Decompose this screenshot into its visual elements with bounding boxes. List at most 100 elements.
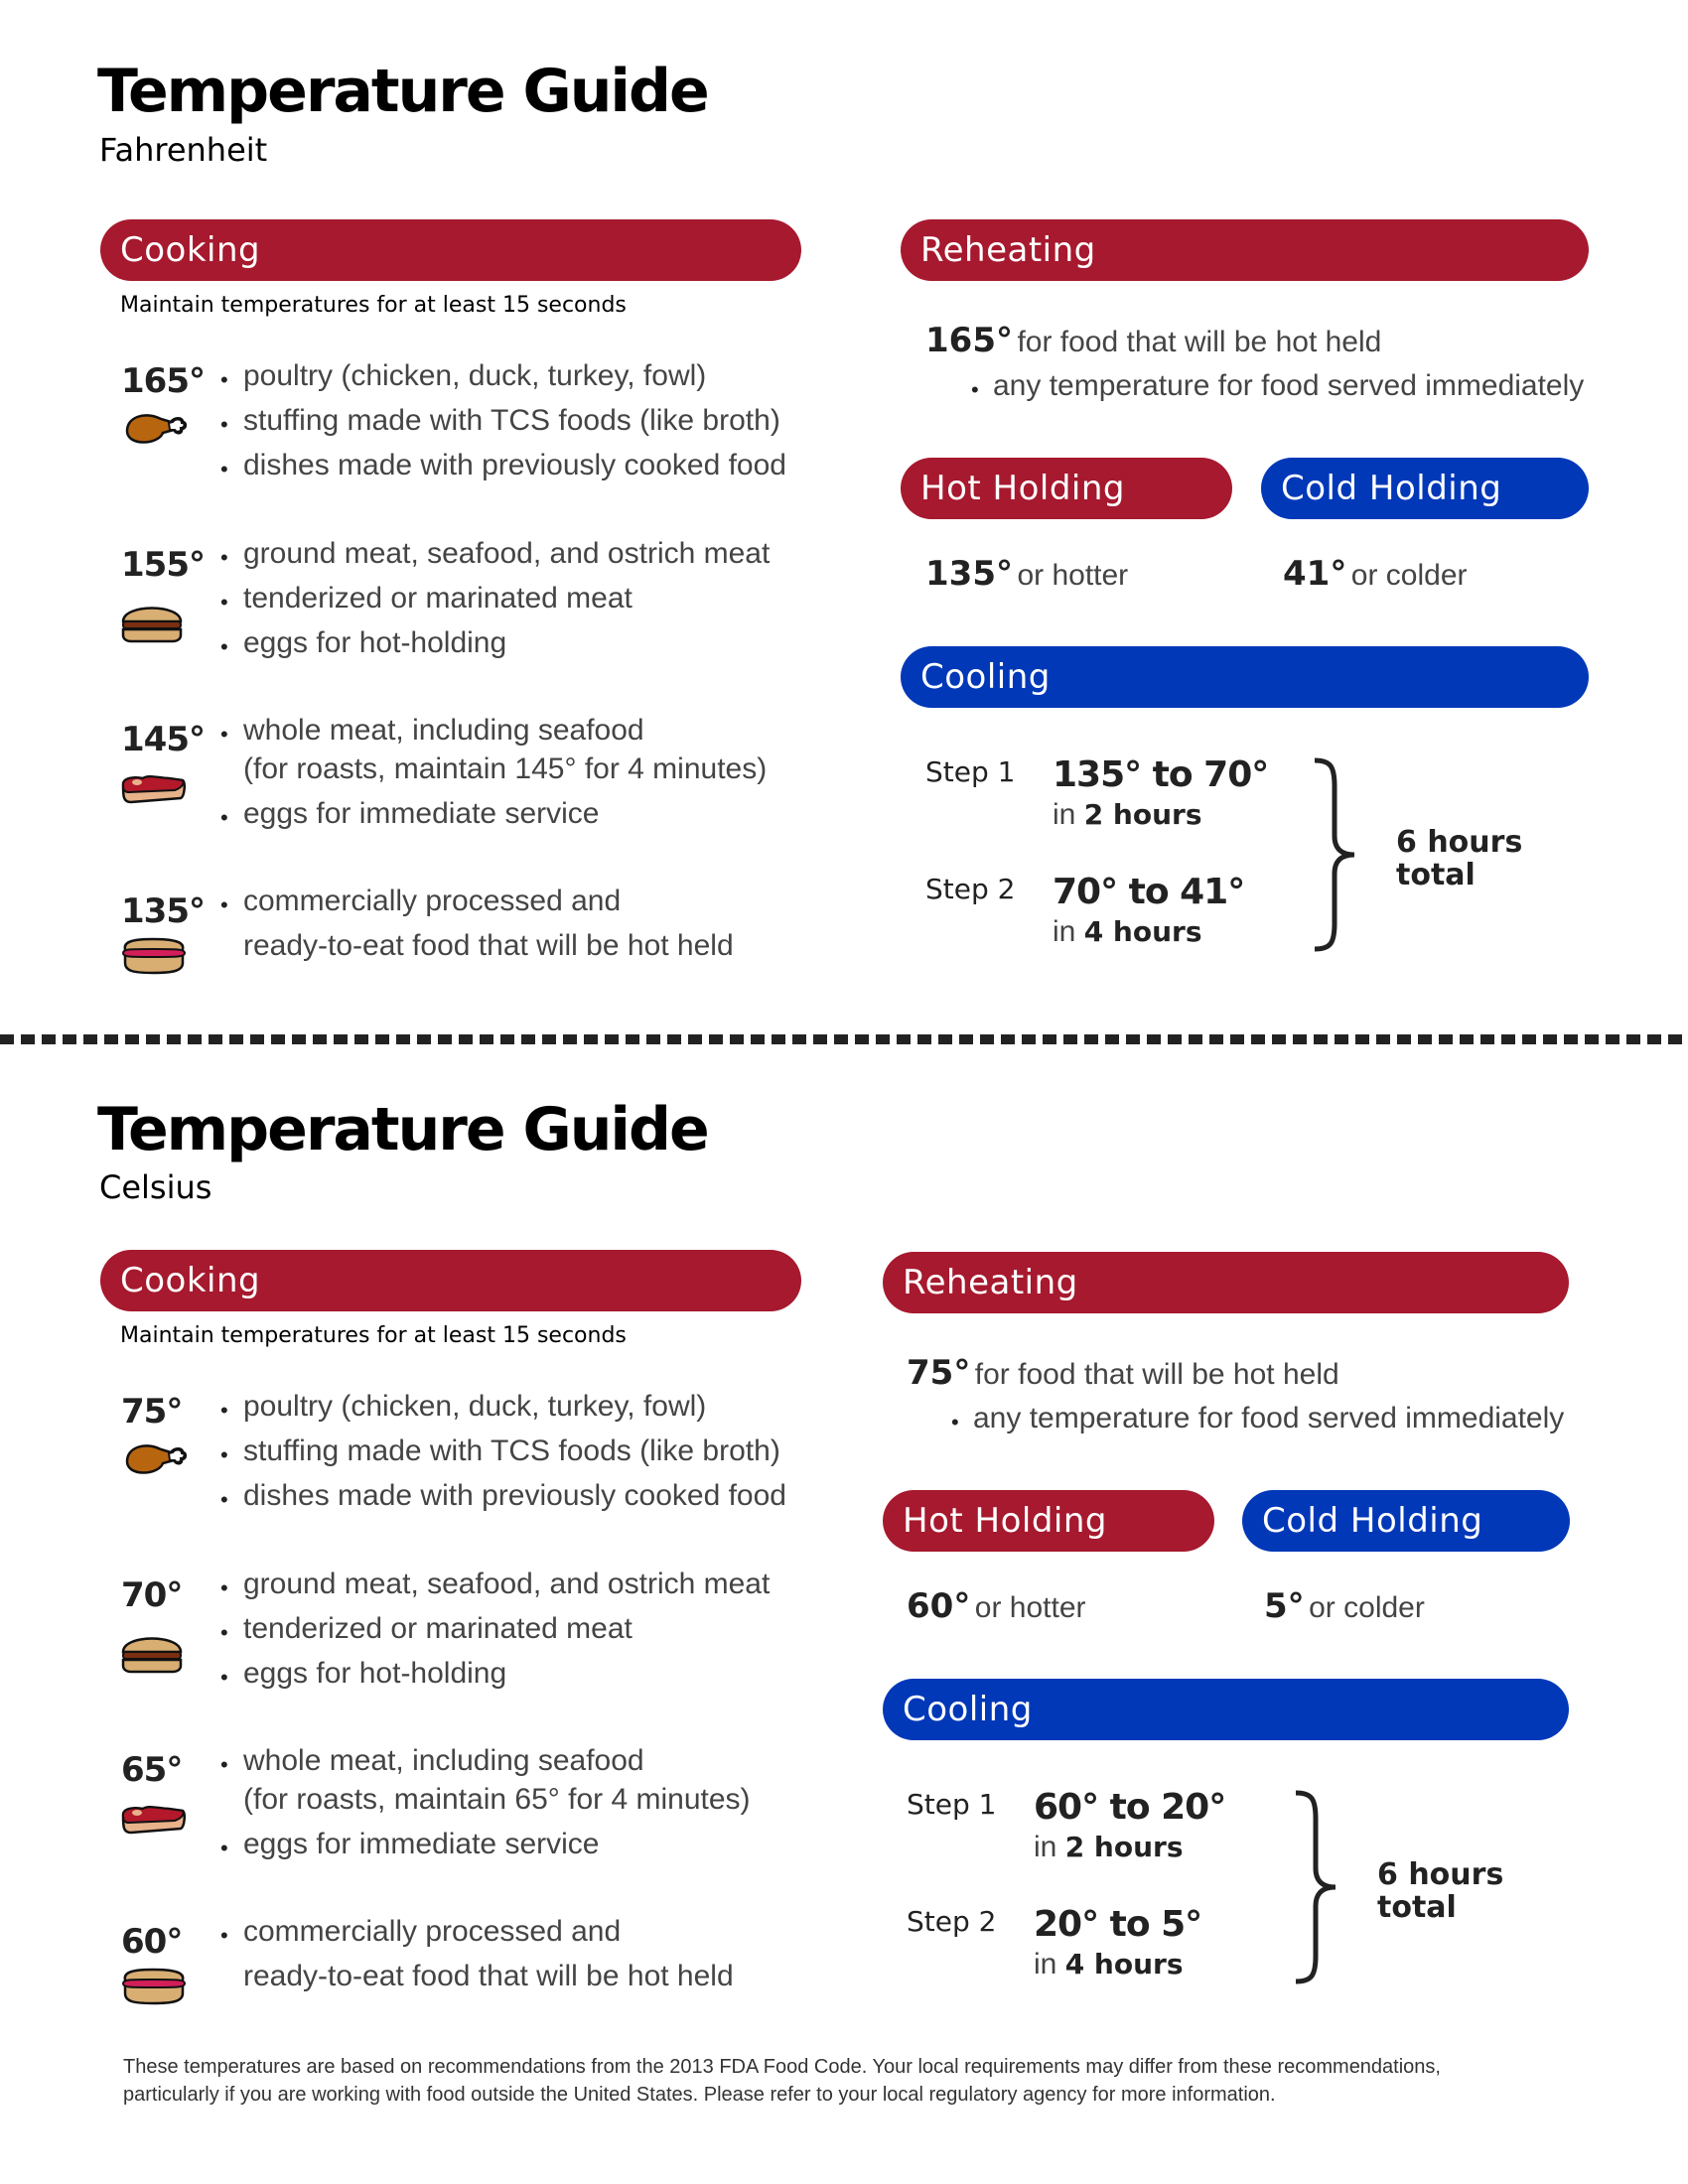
cooking-item-note: (for roasts, maintain 145° for 4 minutes… (243, 752, 768, 785)
cooking-temp: 155° (121, 545, 206, 585)
cooling-step-label: Step 2 (925, 873, 1016, 905)
footer-disclaimer: These temperatures are based on recommen… (123, 2053, 1441, 2109)
hot-holding-label: Hot Holding (903, 1501, 1107, 1541)
cold-holding-value: 41° or colder (1283, 554, 1468, 594)
footer-line: particularly if you are working with foo… (123, 2084, 1276, 2106)
hot-holding-value: 60° or hotter (907, 1586, 1086, 1626)
cooling-total-label: total (1396, 858, 1476, 892)
cooking-header: Cooking (100, 1250, 801, 1311)
footer-line: These temperatures are based on recommen… (123, 2056, 1441, 2078)
hot-holding-text: or hotter (1017, 559, 1129, 592)
cooking-temp: 60° (121, 1922, 183, 1962)
reheating-line: 75° for food that will be hot held (907, 1353, 1339, 1393)
cooking-note: Maintain temperatures for at least 15 se… (120, 293, 627, 318)
cooking-item: ground meat, seafood, and ostrich meat (243, 1568, 771, 1600)
cooling-step-duration: in 2 hours (1053, 800, 1202, 830)
curly-brace-icon (1295, 1790, 1336, 1984)
in-label: in (1053, 798, 1076, 831)
hamburger-icon (119, 598, 185, 645)
cooling-header: Cooling (901, 646, 1589, 708)
cooking-item: tenderized or marinated meat (243, 1612, 633, 1645)
bullet-dot: • (220, 1620, 228, 1645)
reheating-header: Reheating (883, 1252, 1569, 1313)
cooking-temp: 75° (121, 1392, 183, 1432)
cooling-step-range: 20° to 5° (1034, 1904, 1202, 1945)
hot-holding-label: Hot Holding (920, 469, 1125, 508)
cooling-step-duration: in 2 hours (1034, 1833, 1184, 1862)
bullet-dot: • (220, 1442, 228, 1467)
cooking-temp: 145° (121, 720, 206, 759)
bullet-dot: • (220, 590, 228, 614)
cooking-item: stuffing made with TCS foods (like broth… (243, 1434, 780, 1467)
cold-holding-value: 5° or colder (1264, 1586, 1425, 1626)
hot-holding-temp: 60° (907, 1586, 971, 1626)
cold-holding-label: Cold Holding (1281, 469, 1502, 508)
hours-value: 2 hours (1064, 1831, 1184, 1863)
hamburger-icon (119, 1628, 185, 1676)
cooling-step-range: 60° to 20° (1034, 1787, 1226, 1828)
bullet-dot: • (951, 1410, 959, 1434)
cooking-temp: 65° (121, 1750, 183, 1790)
bullet-dot: • (220, 1665, 228, 1690)
cooling-header-label: Cooling (920, 657, 1051, 697)
cooking-item: poultry (chicken, duck, turkey, fowl) (243, 359, 707, 392)
in-label: in (1034, 1948, 1057, 1980)
cooking-item: eggs for immediate service (243, 1828, 600, 1860)
hot-holding-temp: 135° (925, 554, 1013, 594)
cooking-item-note: (for roasts, maintain 65° for 4 minutes) (243, 1783, 751, 1816)
bullet-dot: • (220, 545, 228, 570)
chicken-leg-icon (121, 1435, 191, 1479)
cooking-temp: 165° (121, 361, 206, 401)
cooking-item: dishes made with previously cooked food (243, 449, 786, 481)
cooking-item: ground meat, seafood, and ostrich meat (243, 537, 771, 570)
hot-dog-icon (119, 1966, 189, 2005)
cooling-total: 6 hours total (1377, 1858, 1503, 1924)
bullet-dot: • (220, 1398, 228, 1423)
hours-value: 4 hours (1064, 1948, 1184, 1980)
cooking-item: ready-to-eat food that will be hot held (243, 929, 734, 962)
hot-holding-text: or hotter (974, 1591, 1086, 1624)
cold-holding-header: Cold Holding (1261, 458, 1589, 519)
cooling-total: 6 hours total (1396, 826, 1522, 891)
hours-value: 4 hours (1083, 915, 1202, 948)
reheating-temp: 75° (907, 1353, 971, 1393)
reheating-header: Reheating (901, 219, 1589, 281)
cooking-item: ready-to-eat food that will be hot held (243, 1960, 734, 1992)
bullet-dot: • (220, 634, 228, 659)
cooling-step-label: Step 1 (907, 1788, 997, 1821)
hot-holding-value: 135° or hotter (925, 554, 1128, 594)
cooling-step-duration: in 4 hours (1034, 1950, 1184, 1979)
cold-holding-temp: 41° (1283, 554, 1347, 594)
cold-holding-text: or colder (1350, 559, 1468, 592)
cooling-step-range: 70° to 41° (1053, 872, 1245, 912)
bullet-dot: • (220, 1752, 228, 1777)
bullet-dot: • (220, 457, 228, 481)
hot-dog-icon (119, 935, 189, 975)
reheating-line: 165° for food that will be hot held (925, 321, 1381, 360)
unit-subtitle: Fahrenheit (99, 131, 268, 169)
cold-holding-text: or colder (1309, 1591, 1425, 1624)
hours-value: 2 hours (1083, 798, 1202, 831)
bullet-dot: • (220, 892, 228, 917)
cooking-item: eggs for hot-holding (243, 1657, 507, 1690)
bullet-dot: • (220, 1487, 228, 1512)
cooling-total-hours: 6 hours (1377, 1857, 1504, 1892)
cooking-item: whole meat, including seafood (243, 714, 644, 747)
cooking-item: stuffing made with TCS foods (like broth… (243, 404, 780, 437)
cooling-step-label: Step 2 (907, 1905, 997, 1938)
hot-holding-header: Hot Holding (901, 458, 1232, 519)
reheating-header-label: Reheating (903, 1263, 1078, 1302)
cooling-step-range: 135° to 70° (1053, 754, 1269, 795)
cooling-step-duration: in 4 hours (1053, 917, 1202, 947)
bullet-dot: • (220, 1923, 228, 1948)
reheating-text: for food that will be hot held (974, 1358, 1339, 1391)
cold-holding-header: Cold Holding (1242, 1490, 1570, 1552)
cooking-item: commercially processed and (243, 1915, 622, 1948)
cooking-header-label: Cooking (120, 1261, 261, 1300)
cooling-total-hours: 6 hours (1396, 825, 1523, 860)
reheating-bullet: any temperature for food served immediat… (993, 369, 1585, 402)
reheating-bullet: any temperature for food served immediat… (973, 1402, 1565, 1434)
reheating-temp: 165° (925, 321, 1013, 360)
steak-icon (119, 772, 189, 806)
bullet-dot: • (220, 367, 228, 392)
